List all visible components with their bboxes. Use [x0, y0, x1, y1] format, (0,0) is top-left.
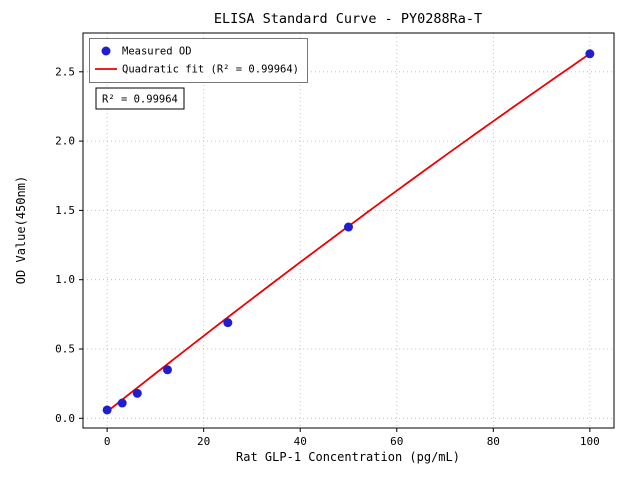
- x-tick-label: 0: [104, 435, 111, 448]
- measured-od-data-point: [585, 49, 595, 59]
- legend-scatter-marker-icon: [101, 46, 111, 56]
- x-tick-label: 20: [197, 435, 210, 448]
- measured-od-data-point: [132, 388, 142, 398]
- legend-entry-quadratic-fit: Quadratic fit (R² = 0.99964): [122, 64, 299, 76]
- y-tick-label: 2.0: [55, 135, 75, 148]
- measured-od-data-point: [344, 222, 353, 232]
- x-tick-label: 60: [390, 435, 403, 448]
- y-tick-label: 1.5: [55, 204, 75, 217]
- x-tick-label: 40: [294, 435, 307, 448]
- legend-box: [89, 38, 308, 83]
- chart-title: ELISA Standard Curve - PY0288Ra-T: [214, 11, 482, 27]
- legend: Measured OD Quadratic fit (R² = 0.99964): [89, 38, 308, 83]
- measured-od-data-point: [102, 405, 112, 415]
- x-tick-label: 100: [580, 435, 600, 448]
- plot-dynamic-layer: 0 20 40 60 80 100 0.0 0.5 1.0 1.5 2.0 2.5: [55, 33, 614, 448]
- measured-od-data-point: [223, 318, 233, 328]
- annotation-text: R² = 0.99964: [102, 94, 178, 106]
- r-squared-annotation: R² = 0.99964: [95, 87, 185, 110]
- legend-entry-measured-od: Measured OD: [122, 46, 192, 58]
- x-axis-label: Rat GLP-1 Concentration (pg/mL): [236, 450, 460, 464]
- annotation-box: [95, 87, 185, 110]
- y-tick-label: 1.0: [55, 273, 75, 286]
- y-tick-label: 2.5: [55, 65, 75, 78]
- y-axis-label: OD Value(450nm): [14, 176, 28, 284]
- x-tick-label: 80: [487, 435, 500, 448]
- measured-od-data-point: [162, 365, 172, 375]
- y-tick-label: 0.5: [55, 343, 75, 356]
- measured-od-data-point: [117, 398, 127, 408]
- y-tick-label: 0.0: [55, 412, 75, 425]
- plot-frame: [82, 32, 615, 429]
